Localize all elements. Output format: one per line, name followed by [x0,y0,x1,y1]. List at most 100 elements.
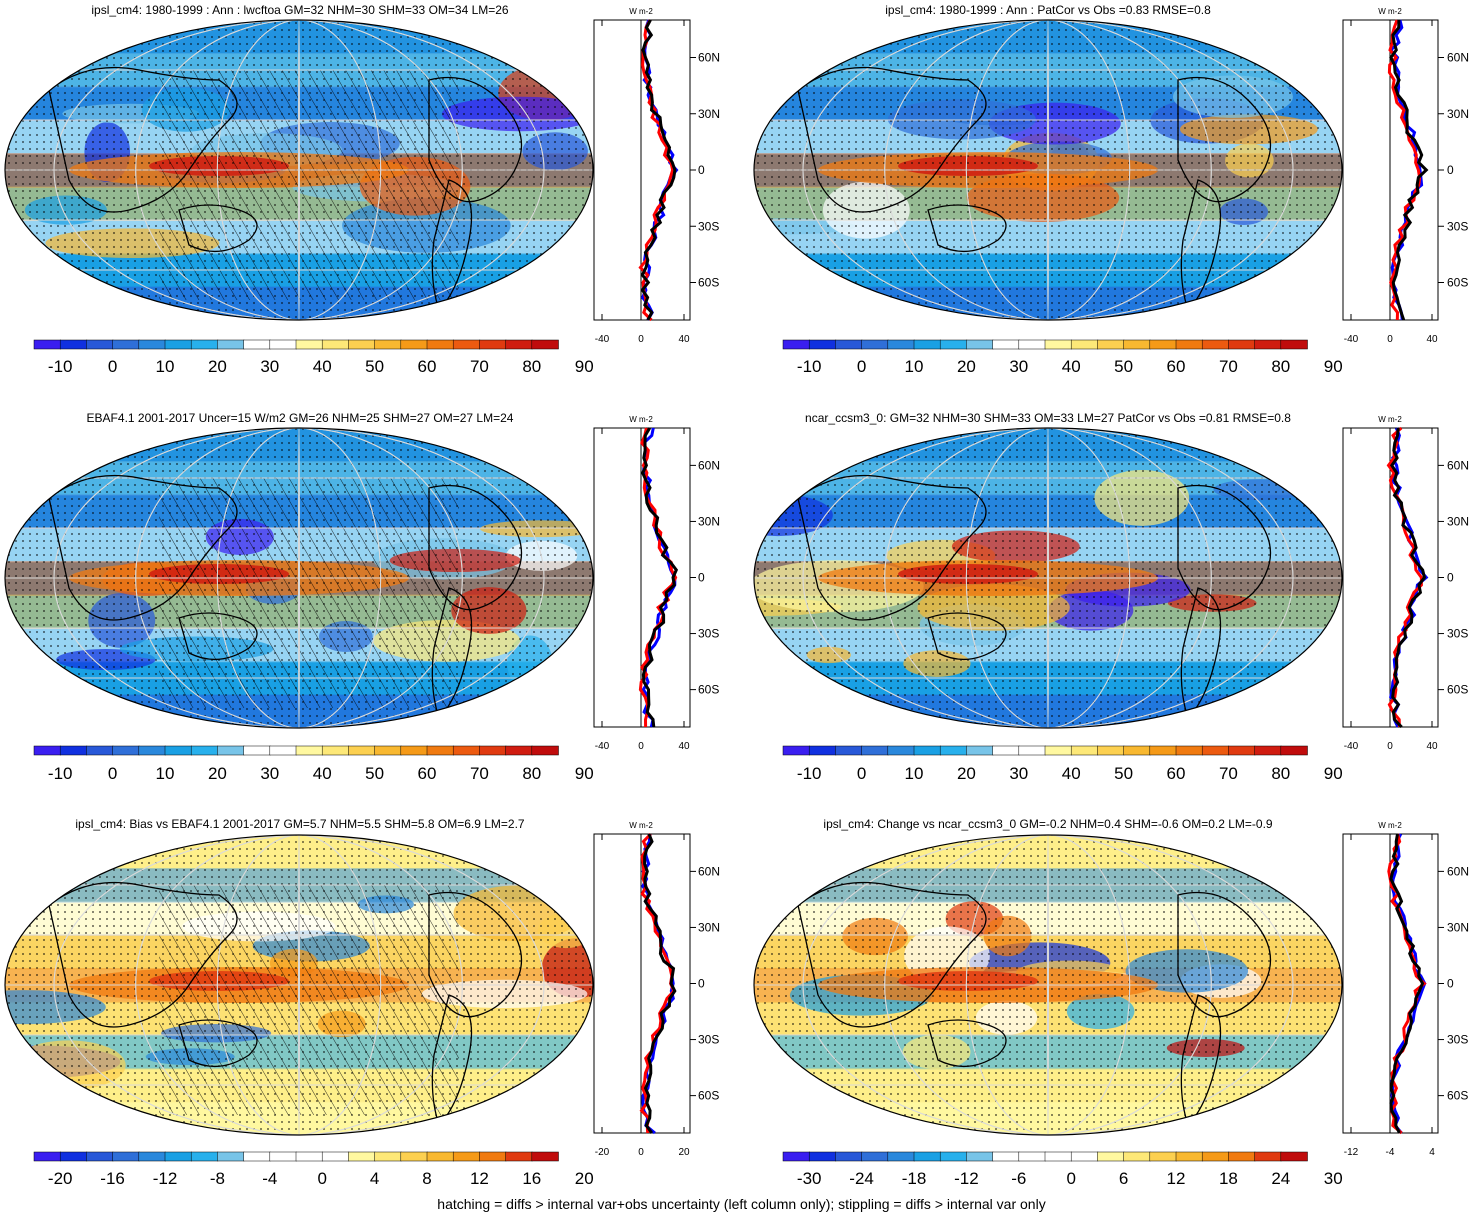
colorbar-swatch [835,339,863,350]
colorbar-label: 0 [317,1169,326,1188]
profile-line-model [638,19,675,322]
colorbar-label: -24 [849,1169,874,1188]
colorbar-label: 70 [470,357,489,376]
colorbar-swatch [1280,339,1308,350]
colorbar-swatch [164,1151,192,1162]
colorbar-label: -8 [210,1169,225,1188]
map-field [754,20,1342,320]
map-outline [4,834,594,1136]
colorbar: -10 0 10 20 30 40 50 60 70 80 90 [33,745,594,783]
unit-label: W m-2 [629,415,653,424]
colorbar-swatch [217,1151,245,1162]
colorbar-swatch [59,339,88,350]
colorbar-swatch [138,745,166,756]
colorbar-label: 24 [1271,1169,1290,1188]
colorbar-label: -10 [797,357,822,376]
colorbar-label: 10 [156,357,175,376]
colorbar-swatch [939,745,968,756]
unit-label: W m-2 [1378,415,1402,424]
lat-tick-label: 0 [1447,163,1454,177]
colorbar-swatch [531,745,559,756]
colorbar-swatch [190,745,219,756]
colorbar-swatch [400,1151,428,1162]
colorbar: -10 0 10 20 30 40 50 60 70 80 90 [782,745,1343,783]
colorbar-label: -16 [100,1169,125,1188]
colorbar-swatch [835,745,863,756]
profile-panel: 60N 30N 0 30S 60S -40 0 40 W m-2 [1342,7,1469,345]
colorbar-label: 20 [208,764,227,783]
colorbar-swatch [400,745,428,756]
colorbar-swatch [400,339,428,350]
colorbar-label: 10 [905,357,924,376]
colorbar-swatch [164,339,192,350]
colorbar-label: -18 [902,1169,927,1188]
map-outline [753,834,1343,1136]
colorbar-swatch [1070,745,1099,756]
colorbar-label: 80 [522,764,541,783]
colorbar-swatch [861,339,889,350]
lat-tick-label: 30N [1447,107,1469,121]
unit-label: W m-2 [1378,7,1402,16]
colorbar-swatch [1018,1151,1046,1162]
panel-5: ipsl_cm4: Bias vs EBAF4.1 2001-2017 GM=5… [4,817,720,1188]
colorbar-swatch [1254,1151,1282,1162]
lat-tick-label: 0 [698,163,705,177]
colorbar-swatch [1097,339,1125,350]
colorbar-swatch [295,745,323,756]
lat-tick-label: 60S [1447,1089,1468,1103]
colorbar-label: 0 [857,357,866,376]
lat-tick-label: 60S [698,276,719,290]
colorbar-label: 0 [108,764,117,783]
colorbar-label: 40 [1062,357,1081,376]
profile-line-model [1387,19,1422,321]
colorbar-label: -4 [262,1169,277,1188]
colorbar-swatch [505,745,533,756]
map-outline [753,19,1343,321]
colorbar-swatch [452,1151,481,1162]
map-field [5,835,593,1135]
x-tick-label: -40 [595,741,610,752]
profile-line-model [1387,833,1427,1135]
colorbar-swatch [1097,745,1125,756]
colorbar-swatch [808,1151,837,1162]
colorbar: -10 0 10 20 30 40 50 60 70 80 90 [782,339,1343,376]
x-tick-label: 0 [1387,334,1393,345]
colorbar-swatch [1123,745,1151,756]
colorbar-swatch [348,745,376,756]
colorbar-swatch [939,1151,968,1162]
colorbar-swatch [426,1151,454,1162]
colorbar-label: 90 [575,357,594,376]
colorbar-swatch [1175,1151,1203,1162]
colorbar-swatch [1280,745,1308,756]
profile-line-obs [641,427,679,728]
colorbar-swatch [1201,1151,1230,1162]
colorbar-swatch [835,1151,863,1162]
colorbar-label: 80 [522,357,541,376]
x-tick-label: 40 [1426,741,1438,752]
colorbar-swatch [966,339,994,350]
map-outline [4,427,594,729]
x-tick-label: 4 [1429,1147,1435,1158]
colorbar-swatch [1070,339,1099,350]
lat-tick-label: 60N [1447,864,1469,878]
x-tick-label: 0 [638,741,644,752]
colorbar-label: 70 [1219,764,1238,783]
colorbar-swatch [86,1151,114,1162]
x-tick-label: -4 [1386,1147,1395,1158]
colorbar-swatch [1018,745,1046,756]
colorbar-swatch [861,745,889,756]
panel-2: ipsl_cm4: 1980-1999 : Ann : PatCor vs Ob… [753,3,1469,376]
colorbar-label: 30 [260,357,279,376]
lat-tick-label: 60S [698,1089,719,1103]
colorbar-label: -30 [797,1169,822,1188]
colorbar-swatch [861,1151,889,1162]
colorbar-swatch [1280,1151,1308,1162]
colorbar-swatch [887,745,915,756]
colorbar-swatch [59,745,88,756]
colorbar-label: 18 [1219,1169,1238,1188]
lat-tick-label: 60S [1447,276,1468,290]
colorbar-swatch [426,339,454,350]
colorbar-label: 50 [365,357,384,376]
colorbar-label: 90 [1324,764,1343,783]
